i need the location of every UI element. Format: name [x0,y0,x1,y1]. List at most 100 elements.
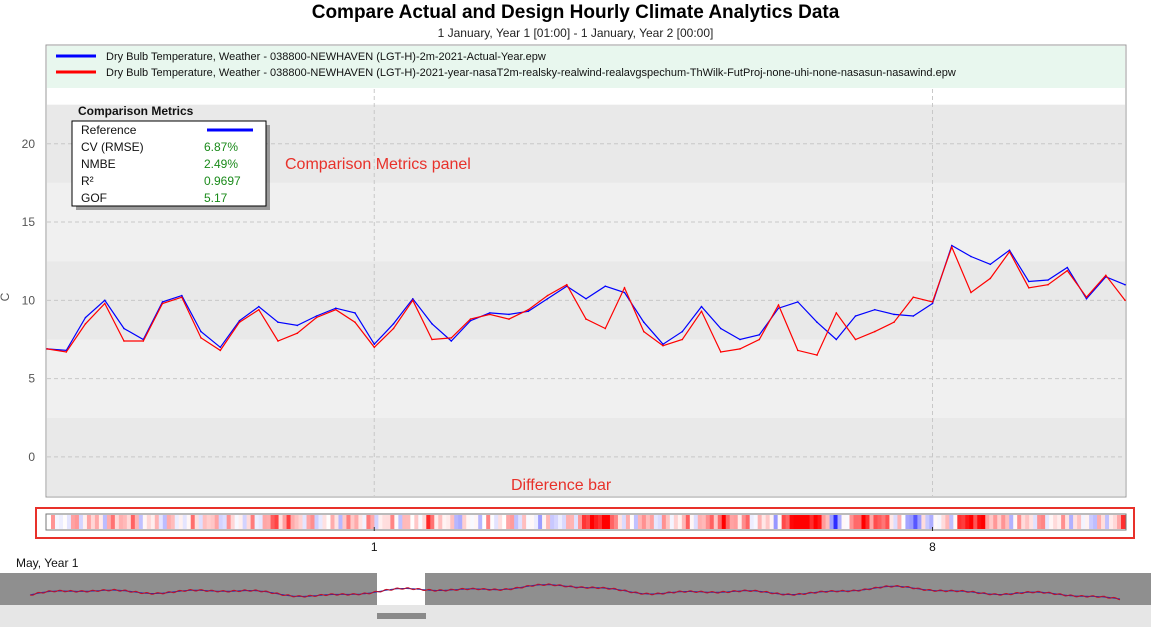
difference-segment [178,515,184,529]
difference-segment [609,515,615,529]
difference-segment [649,515,655,529]
metric-value: 5.17 [204,191,228,205]
difference-segment [54,515,60,529]
data-point-design [335,308,337,311]
difference-segment [258,515,264,529]
difference-segment [194,515,200,529]
difference-segment [1037,515,1042,529]
difference-segment [334,515,340,529]
difference-segment [278,515,284,529]
data-point-design [951,246,953,248]
data-point-design [1047,283,1049,286]
data-point-design [566,283,568,286]
difference-segment [701,515,707,529]
data-point-actual [739,338,741,341]
difference-segment [965,515,970,529]
overview-scroll-track[interactable] [0,605,1151,627]
difference-segment [677,515,683,529]
difference-segment [326,515,332,529]
difference-segment [438,515,443,529]
difference-segment [1033,515,1038,529]
data-point-actual [835,338,838,341]
difference-segment [953,515,958,529]
difference-segment [442,515,447,529]
difference-segment [50,515,56,529]
difference-bar[interactable] [47,515,1126,529]
data-point-design [354,321,356,324]
data-point-actual [335,307,337,310]
difference-segment [482,515,487,529]
difference-segment [1069,515,1074,529]
data-point-actual [816,321,818,324]
data-point-design [469,318,472,320]
difference-segment [554,515,559,529]
difference-segment [793,515,799,529]
overview-strip[interactable] [0,573,1151,605]
y-tick-label: 20 [22,137,36,151]
difference-segment [837,515,843,529]
data-point-design [84,323,87,325]
difference-segment [1001,515,1006,529]
legend-label-actual[interactable]: Dry Bulb Temperature, Weather - 038800-N… [106,51,546,63]
y-tick-label: 5 [28,372,35,386]
data-point-design [277,340,279,342]
data-point-design [104,302,106,305]
data-point-design [373,346,376,349]
difference-segment [1077,515,1082,529]
data-point-actual [392,323,395,325]
difference-segment [601,515,607,529]
grid-lines [47,89,1125,496]
difference-segment [414,515,419,529]
data-point-design [662,344,664,347]
metric-value: 0.9697 [204,174,241,188]
overview-scroll-thumb[interactable] [377,613,426,619]
difference-segment [1017,515,1022,529]
difference-segment [66,515,72,529]
difference-segment [478,515,483,529]
difference-segment [873,515,879,529]
difference-segment [562,515,567,529]
difference-segment [134,515,140,529]
difference-segment [1065,515,1070,529]
difference-segment [593,515,599,529]
difference-segment [629,515,635,529]
difference-segment [889,515,895,529]
data-point-design [1028,287,1030,289]
difference-segment [1113,515,1118,529]
data-point-design [797,349,799,352]
difference-segment [566,515,571,529]
difference-segment [1061,515,1066,529]
annotation-difference-bar: Difference bar [511,477,612,494]
difference-segment [733,515,739,529]
difference-segment [102,515,108,529]
difference-segment [1057,515,1062,529]
difference-segment [885,515,891,529]
difference-segment [402,515,407,529]
metrics-panel[interactable] [71,120,267,207]
data-point-design [912,296,915,299]
data-point-design [508,318,510,320]
data-point-actual [1124,283,1126,286]
overview-line-design [29,583,1121,601]
difference-segment [494,515,499,529]
metric-value: 2.49% [204,157,238,171]
difference-segment [813,515,819,529]
data-point-actual [1008,249,1011,251]
data-point-actual [797,301,799,303]
metrics-panel-title: Comparison Metrics [78,104,194,118]
data-point-design [931,301,934,303]
difference-segment [697,515,703,529]
difference-segment [174,515,180,529]
difference-segment [62,515,68,529]
data-point-actual [277,321,279,324]
difference-segment [717,515,723,529]
legend-label-design[interactable]: Dry Bulb Temperature, Weather - 038800-N… [106,67,956,79]
data-point-design [835,312,838,314]
difference-segment [801,515,807,529]
data-point-design [392,327,395,330]
series-group[interactable] [46,244,1126,356]
difference-segment [138,515,144,529]
difference-segment [665,515,671,529]
difference-segment [1097,515,1102,529]
